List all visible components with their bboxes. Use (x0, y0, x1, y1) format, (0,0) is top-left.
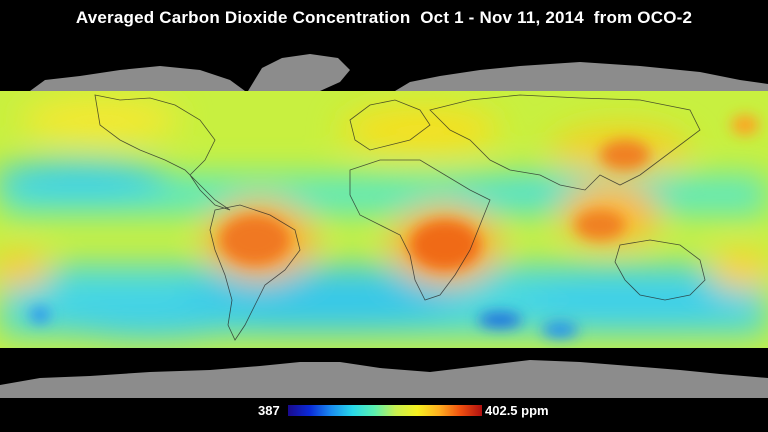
co2-concentration-field (0, 91, 768, 348)
asia-outline (429, 94, 701, 191)
europe-outline (349, 99, 431, 151)
north-america-arctic-landmass (30, 66, 245, 91)
antarctica-landmass (0, 360, 768, 398)
map-title: Averaged Carbon Dioxide Concentration Oc… (75, 8, 693, 27)
greenland-landmass (248, 54, 350, 91)
coastline-outlines (94, 94, 706, 341)
colorbar-max-label: 402.5 ppm (485, 403, 549, 418)
colorbar-gradient (288, 405, 482, 416)
colorbar-min-label: 387 (258, 403, 280, 418)
south-america-outline (209, 204, 301, 341)
antarctic-region (0, 348, 768, 398)
africa-outline (349, 159, 491, 301)
eurasia-arctic-landmass (395, 62, 768, 91)
arctic-region (0, 40, 768, 91)
australia-outline (614, 239, 706, 301)
north-america-outline (94, 94, 231, 211)
